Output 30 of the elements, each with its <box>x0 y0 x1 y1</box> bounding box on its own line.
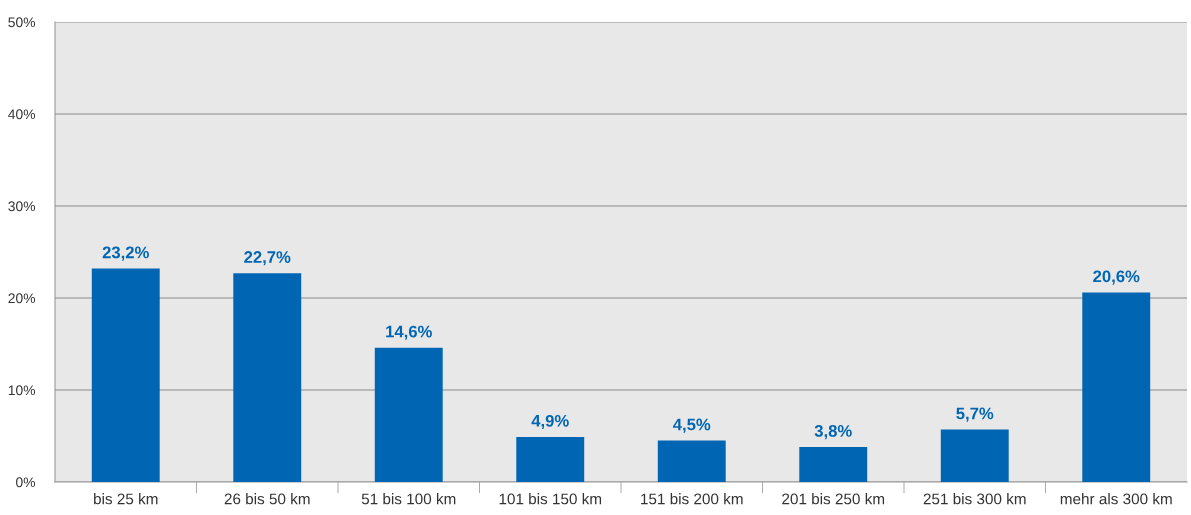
x-tick-label: mehr als 300 km <box>1060 493 1172 505</box>
y-tick-label: 30% <box>8 201 36 212</box>
data-label: 3,8% <box>814 425 852 440</box>
x-tick-label: 51 bis 100 km <box>361 493 456 505</box>
bar <box>374 347 443 482</box>
bar <box>516 436 585 482</box>
y-tick-label: 0% <box>16 477 36 488</box>
data-label: 14,6% <box>386 325 432 340</box>
bar <box>1082 292 1151 482</box>
x-tick-label: 101 bis 150 km <box>499 493 602 505</box>
bar <box>799 447 868 482</box>
x-tick-label: 251 bis 300 km <box>923 493 1026 505</box>
bar <box>657 440 726 482</box>
bar <box>940 429 1009 482</box>
x-tick-label: bis 25 km <box>94 493 158 505</box>
bar <box>91 268 160 482</box>
y-tick-label: 50% <box>8 17 36 28</box>
data-label: 20,6% <box>1093 270 1140 285</box>
bar <box>233 273 302 482</box>
data-label: 4,9% <box>531 414 569 430</box>
y-tick-label: 10% <box>8 385 36 396</box>
data-label: 5,7% <box>956 407 994 422</box>
y-tick-label: 40% <box>8 109 36 120</box>
data-label: 23,2% <box>102 246 149 261</box>
x-tick-label: 201 bis 250 km <box>782 493 885 505</box>
data-label: 22,7% <box>244 251 291 266</box>
y-tick-label: 20% <box>8 293 36 304</box>
x-tick-label: 26 bis 50 km <box>224 493 310 505</box>
data-label: 4,5% <box>673 418 711 433</box>
x-tick-label: 151 bis 200 km <box>641 493 743 505</box>
